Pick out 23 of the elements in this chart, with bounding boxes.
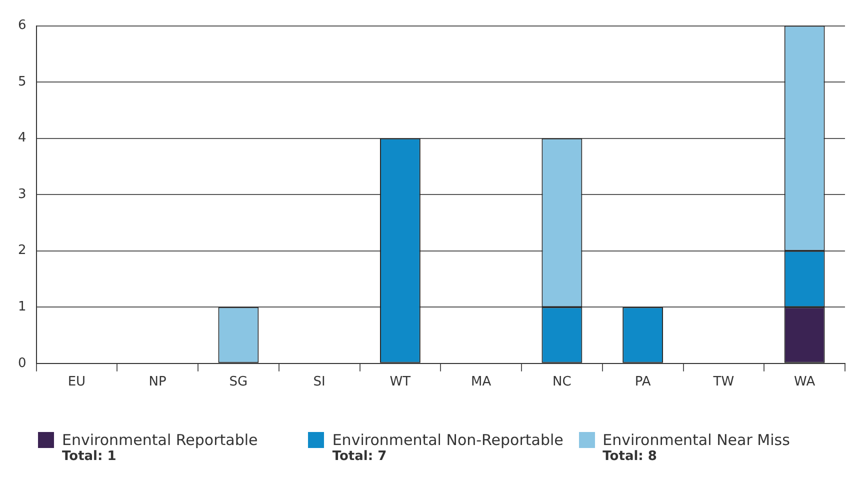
y-tick-label: 5	[18, 74, 26, 90]
x-tick-label: SI	[313, 374, 326, 390]
legend-label: Environmental Near Miss	[602, 431, 790, 449]
legend-label: Environmental Reportable	[62, 431, 258, 449]
y-tick-label: 4	[18, 130, 26, 146]
x-tick-label: NP	[148, 374, 167, 390]
y-tick-label: 3	[18, 186, 26, 202]
text: Total: 7	[332, 449, 388, 464]
legend-label: Environmental Non-Reportable	[332, 431, 564, 449]
y-tick-label: 2	[18, 243, 26, 258]
y-tick-label: 0	[18, 356, 26, 371]
x-tick-label: SG	[229, 374, 248, 390]
text: Total: 1	[62, 449, 118, 464]
text: Total: 8	[602, 449, 658, 464]
y-tick-label: 6	[18, 18, 26, 34]
x-tick-label: PA	[634, 374, 651, 390]
x-tick-label: EU	[68, 374, 86, 390]
x-tick-label: NC	[552, 374, 572, 390]
x-tick-label: TW	[712, 374, 734, 390]
x-tick-label: WT	[390, 374, 411, 390]
y-tick-label: 1	[18, 300, 26, 315]
x-tick-label: WA	[794, 374, 816, 390]
x-tick-label: MA	[471, 374, 492, 390]
